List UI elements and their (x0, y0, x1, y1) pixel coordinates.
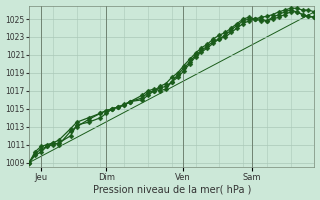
X-axis label: Pression niveau de la mer( hPa ): Pression niveau de la mer( hPa ) (92, 184, 251, 194)
